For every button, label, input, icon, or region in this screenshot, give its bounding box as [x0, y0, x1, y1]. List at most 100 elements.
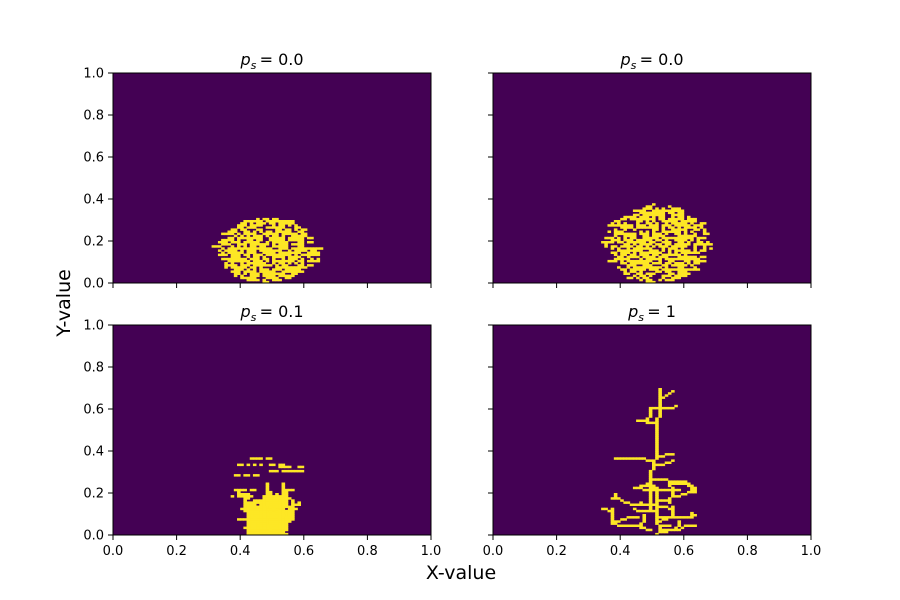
y-tick-label: 0.4 [83, 193, 104, 208]
cluster-cell [272, 249, 276, 252]
cluster-cell [648, 205, 653, 208]
cluster-cell [686, 226, 691, 229]
cluster-cell [256, 509, 260, 513]
cluster-cell [664, 518, 669, 521]
cluster-cell [262, 511, 267, 515]
cluster-cell [268, 457, 273, 460]
cluster-cell [639, 522, 643, 525]
cluster-cell [230, 270, 235, 273]
cluster-cell [658, 392, 662, 395]
cluster-cell [281, 497, 286, 500]
cluster-cell [233, 255, 238, 259]
cluster-cell [626, 501, 631, 504]
x-tick-label: 0.8 [737, 544, 758, 559]
cluster-cell [667, 501, 672, 504]
cluster-cell [626, 232, 631, 236]
cluster-cell [680, 209, 685, 212]
cluster-cell [683, 245, 688, 248]
cluster-cell [262, 268, 267, 271]
cluster-cell [655, 249, 659, 252]
cluster-cell [272, 222, 276, 225]
cluster-cell [259, 270, 263, 273]
cluster-cell [256, 526, 260, 530]
cluster-cell [620, 226, 624, 229]
cluster-cell [249, 226, 254, 229]
cluster-cell [297, 234, 302, 238]
cluster-cell [262, 262, 267, 265]
cluster-cell [249, 236, 254, 240]
cluster-cell [639, 224, 643, 227]
cluster-cell [632, 232, 637, 236]
cluster-cell [252, 220, 257, 223]
cluster-cell [268, 220, 273, 223]
cluster-cell [629, 503, 634, 506]
cluster-cell [246, 253, 251, 257]
cluster-cell [297, 270, 302, 273]
cluster-cell [281, 514, 286, 517]
cluster-cell [284, 493, 289, 496]
cluster-cell [265, 516, 270, 519]
cluster-cell [658, 505, 662, 509]
cluster-cell [667, 272, 672, 275]
cluster-cell [281, 264, 286, 267]
cluster-cell [224, 232, 228, 236]
cluster-cell [623, 224, 627, 227]
cluster-cell [268, 253, 273, 257]
cluster-cell [655, 522, 659, 525]
cluster-cell [252, 474, 257, 477]
cluster-cell [664, 453, 669, 456]
cluster-cell [661, 236, 666, 240]
cluster-cell [677, 213, 682, 217]
cluster-cell [623, 236, 627, 240]
cluster-cell [636, 266, 640, 269]
cluster-cell [674, 228, 678, 231]
cluster-cell [664, 274, 669, 278]
cluster-cell [632, 255, 637, 259]
cluster-cell [294, 243, 298, 246]
cluster-cell [275, 241, 279, 244]
cluster-cell [648, 503, 653, 506]
cluster-cell [655, 446, 659, 450]
cluster-cell [252, 245, 257, 248]
cluster-cell [677, 482, 682, 485]
cluster-cell [620, 251, 624, 254]
cluster-cell [680, 211, 685, 215]
cluster-cell [699, 255, 704, 259]
cluster-cell [294, 507, 298, 511]
cluster-cell [249, 224, 254, 227]
cluster-cell [237, 272, 241, 275]
cluster-cell [268, 516, 273, 519]
cluster-cell [262, 503, 267, 506]
cluster-cell [237, 224, 241, 227]
cluster-cell [617, 241, 621, 244]
cluster-cell [259, 228, 263, 231]
cluster-cell [246, 474, 251, 477]
cluster-cell [287, 507, 292, 511]
cluster-cell [240, 493, 244, 496]
cluster-cell [237, 268, 241, 271]
cluster-cell [699, 224, 704, 227]
cluster-cell [310, 236, 314, 240]
cluster-cell [237, 236, 241, 240]
cluster-cell [655, 463, 659, 467]
cluster-cell [671, 264, 675, 267]
cluster-cell [626, 272, 631, 275]
cluster-cell [629, 264, 634, 267]
cluster-cell [256, 262, 260, 265]
cluster-cell [237, 255, 241, 259]
cluster-cell [667, 226, 672, 229]
cluster-cell [632, 264, 637, 267]
cluster-cell [652, 220, 656, 223]
cluster-cell [658, 259, 662, 263]
cluster-cell [249, 524, 254, 527]
cluster-cell [272, 495, 276, 498]
cluster-cell [281, 520, 286, 523]
cluster-cell [237, 518, 241, 521]
cluster-cell [683, 255, 688, 259]
cluster-cell [246, 463, 251, 467]
cluster-cell [620, 230, 624, 233]
cluster-cell [639, 486, 643, 490]
cluster-cell [636, 255, 640, 259]
cluster-cell [664, 262, 669, 265]
cluster-cell [629, 255, 634, 259]
